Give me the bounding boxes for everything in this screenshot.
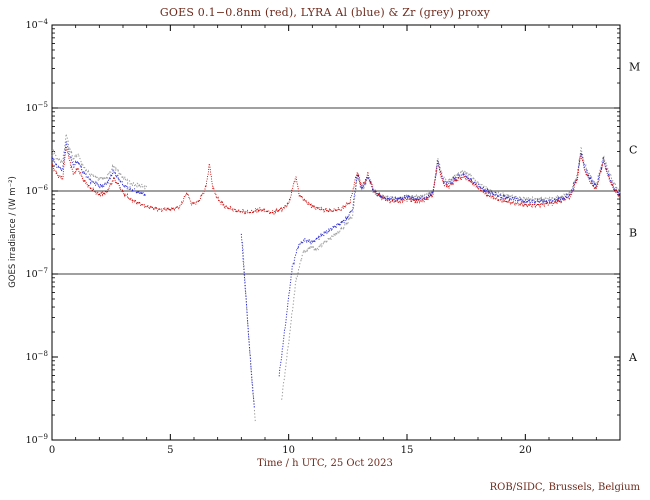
credit-text: ROB/SIDC, Brussels, Belgium (489, 482, 640, 493)
series-lyra-zr-proxy (51, 133, 148, 190)
class-letter-M: M (629, 61, 640, 74)
x-tick-label: 10 (282, 445, 295, 456)
x-tick-label: 0 (49, 445, 55, 456)
x-axis-label: Time / h UTC, 25 Oct 2023 (257, 458, 393, 469)
chart-title: GOES 0.1−0.8nm (red), LYRA Al (blue) & Z… (159, 6, 491, 19)
x-tick-label: 5 (167, 445, 173, 456)
class-letter-A: A (628, 351, 638, 364)
x-tick-label: 15 (401, 445, 414, 456)
class-letter-B: B (629, 227, 637, 240)
plot-frame (51, 24, 621, 441)
y-tick-label: 10−7 (26, 267, 48, 280)
y-tick-label: 10−6 (26, 184, 49, 197)
series-lyra-al-proxy (51, 141, 147, 197)
series-lyra-zr-proxy (281, 146, 621, 400)
x-tick-label: 20 (519, 445, 532, 456)
series-goes-0-1-0-8nm (51, 146, 621, 216)
y-tick-label: 10−8 (26, 350, 48, 363)
y-tick-label: 10−9 (26, 433, 48, 446)
y-tick-label: 10−4 (26, 18, 49, 31)
series-lyra-zr-proxy (242, 242, 256, 424)
y-tick-label: 10−5 (26, 101, 48, 114)
series-lyra-al-proxy (240, 233, 255, 408)
class-letter-C: C (629, 144, 637, 157)
series-lyra-al-proxy (278, 152, 621, 377)
